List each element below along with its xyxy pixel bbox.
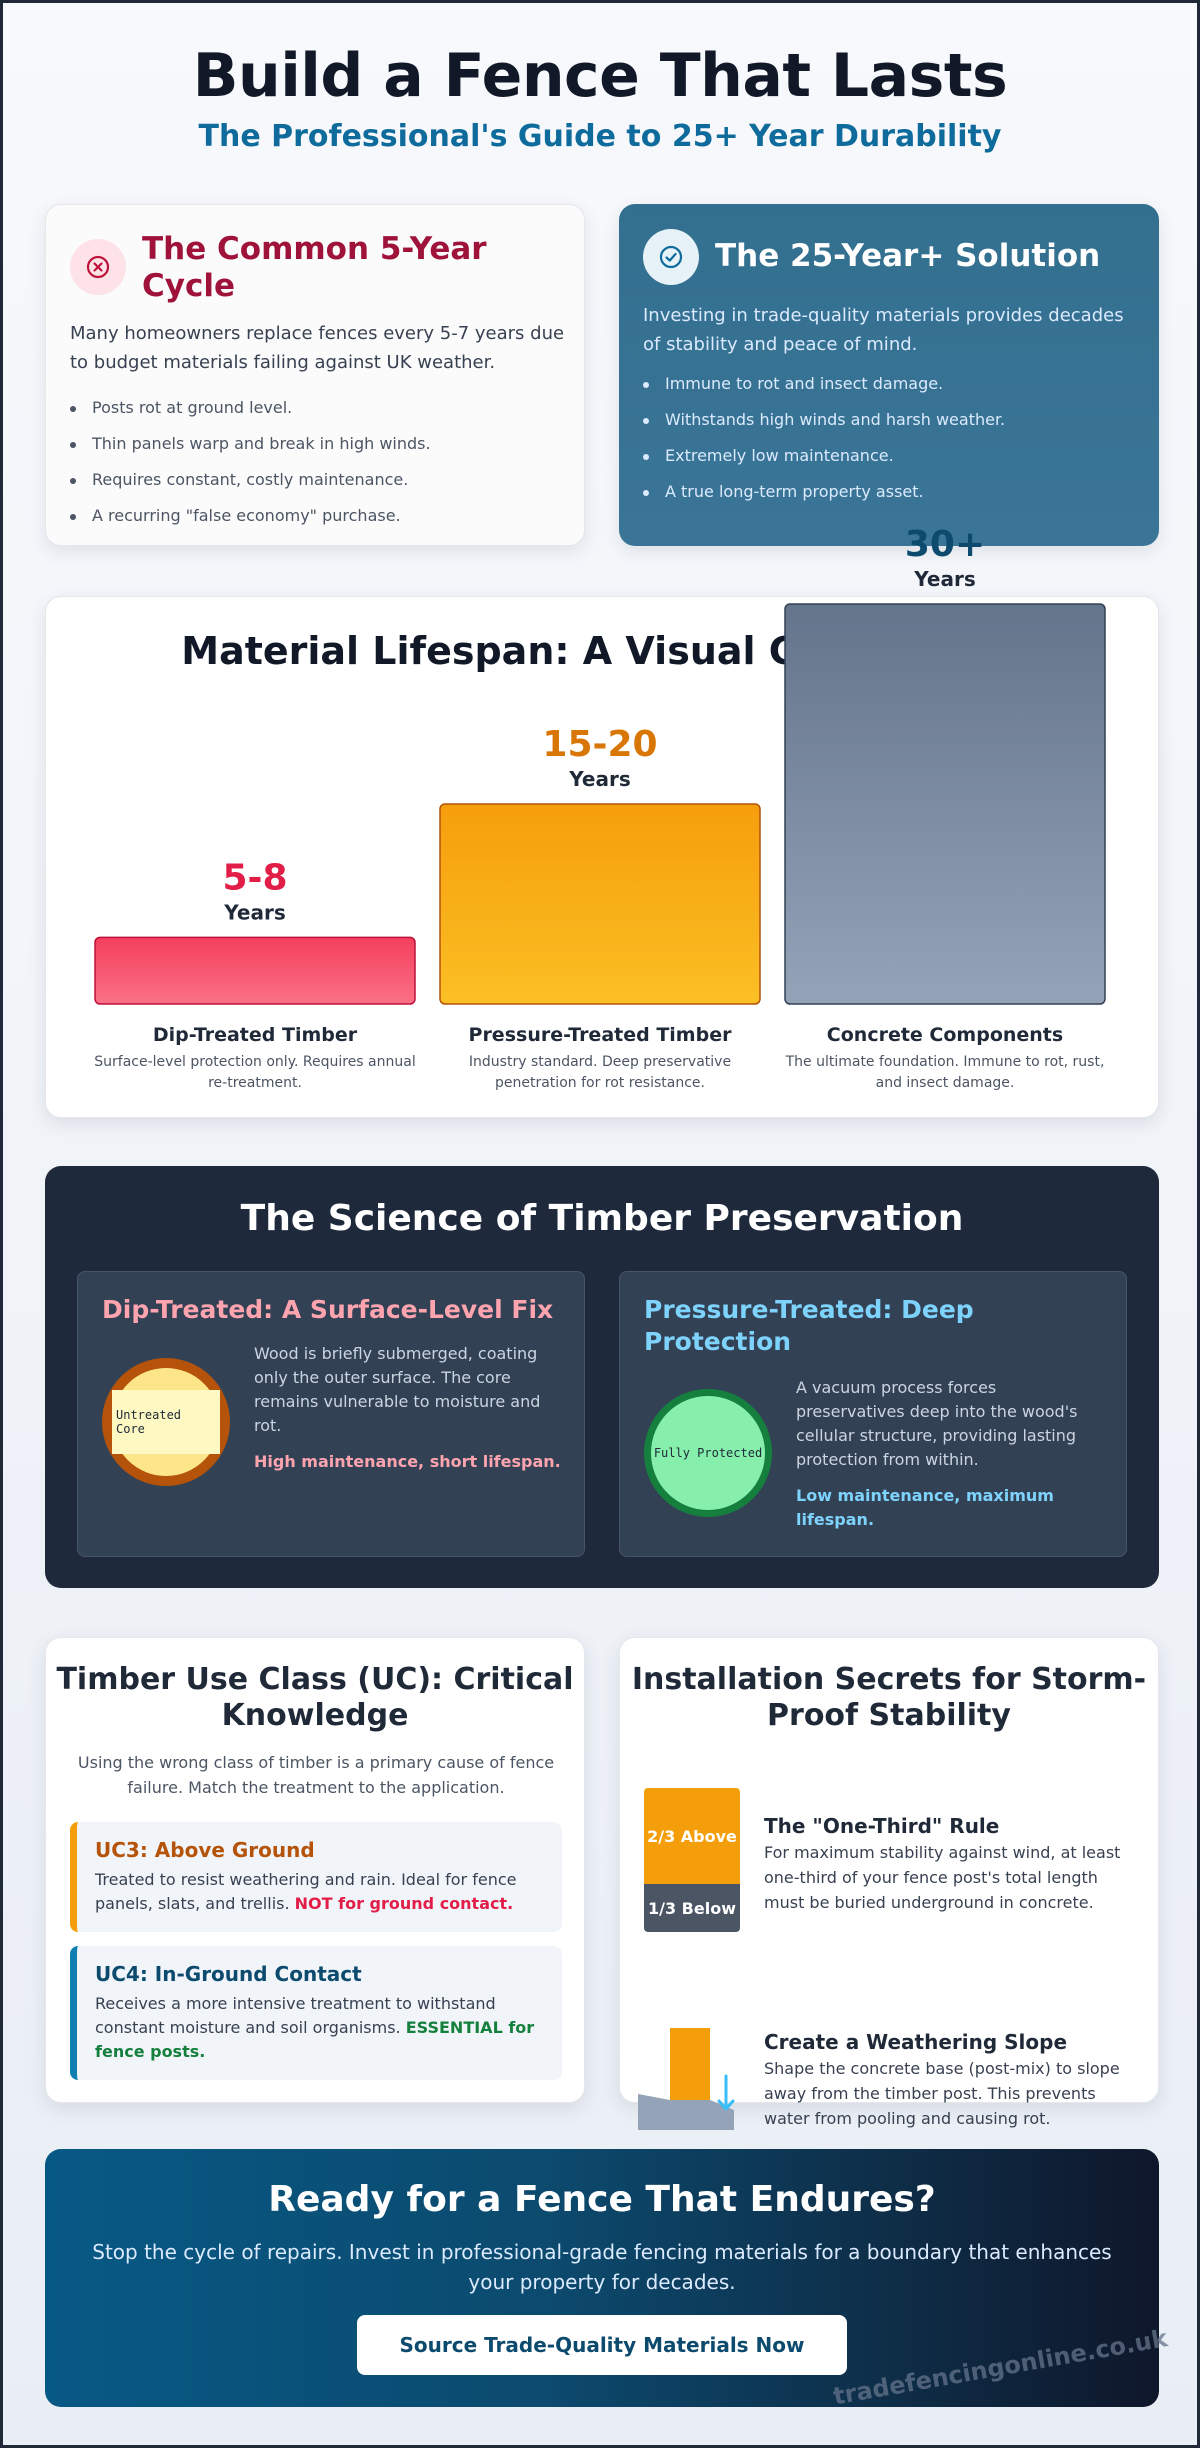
- cta-title: Ready for a Fence That Endures?: [268, 2179, 936, 2220]
- solution-card: The 25-Year+ Solution Investing in trade…: [619, 204, 1159, 546]
- chart-bar: [784, 603, 1106, 1005]
- list-item: Posts rot at ground level.: [70, 390, 570, 426]
- list-item: Thin panels warp and break in high winds…: [70, 426, 570, 462]
- x-circle-icon: [70, 239, 126, 295]
- category-description: Industry standard. Deep preservative pen…: [468, 1054, 732, 1091]
- solution-description: Investing in trade-quality materials pro…: [643, 305, 1124, 355]
- list-item: A recurring "false economy" purchase.: [70, 498, 570, 534]
- category-label: Dip-Treated Timber: [152, 1024, 358, 1046]
- use-class-card: Timber Use Class (UC): Critical Knowledg…: [45, 1637, 585, 2103]
- chart-bar: [439, 803, 761, 1005]
- problem-title: The Common 5-Year Cycle: [142, 231, 487, 304]
- below-ground-label: 1/3 Below: [644, 1884, 740, 1932]
- untreated-log-graphic: Untreated Core: [102, 1358, 230, 1486]
- bar-unit-label: Years: [568, 767, 630, 791]
- installation-title: Installation Secrets for Storm-Proof Sta…: [631, 1662, 1147, 1733]
- uc4-emphasis: ESSENTIAL for fence posts.: [95, 2018, 535, 2061]
- category-description: Surface-level protection only. Requires …: [94, 1054, 416, 1091]
- dip-treated-title: Dip-Treated: A Surface-Level Fix: [102, 1295, 554, 1324]
- installation-card: Installation Secrets for Storm-Proof Sta…: [619, 1637, 1159, 2130]
- uc4-title: UC4: In-Ground Contact: [95, 1962, 362, 1986]
- dip-treated-panel: Dip-Treated: A Surface-Level Fix Untreat…: [77, 1271, 585, 1557]
- untreated-core-label: Untreated Core: [112, 1390, 220, 1454]
- pressure-treated-panel: Pressure-Treated: Deep Protection Fully …: [619, 1271, 1127, 1557]
- list-item: A true long-term property asset.: [643, 474, 1143, 510]
- page-subtitle: The Professional's Guide to 25+ Year Dur…: [198, 119, 1002, 154]
- use-class-intro: Using the wrong class of timber is a pri…: [77, 1753, 555, 1797]
- page: Build a Fence That Lasts The Professiona…: [3, 3, 1197, 2445]
- bar-value-label: 30+: [905, 524, 985, 565]
- problem-list: Posts rot at ground level. Thin panels w…: [70, 390, 570, 534]
- page-title: Build a Fence That Lasts: [192, 41, 1008, 111]
- lifespan-chart-card: Material Lifespan: A Visual Comparison 5…: [45, 524, 1159, 1118]
- one-third-rule-text: For maximum stability against wind, at l…: [764, 1843, 1121, 1912]
- problem-card: The Common 5-Year Cycle Many homeowners …: [45, 204, 585, 546]
- list-item: Withstands high winds and harsh weather.: [643, 402, 1143, 438]
- uc3-text: Treated to resist weathering and rain. I…: [95, 1868, 550, 1916]
- category-description: The ultimate foundation. Immune to rot, …: [785, 1054, 1105, 1091]
- solution-title: The 25-Year+ Solution: [715, 238, 1101, 274]
- uc3-description: Treated to resist weathering and rain. I…: [95, 1870, 517, 1913]
- uc3-box: UC3: Above Ground Treated to resist weat…: [70, 1822, 562, 1932]
- bar-unit-label: Years: [223, 900, 285, 924]
- uc3-title: UC3: Above Ground: [95, 1838, 315, 1862]
- solution-list: Immune to rot and insect damage. Withsta…: [643, 366, 1143, 510]
- cta-banner: Ready for a Fence That Endures? Stop the…: [45, 2149, 1159, 2407]
- bar-value-label: 5-8: [222, 857, 287, 898]
- list-item: Immune to rot and insect damage.: [643, 366, 1143, 402]
- check-circle-icon: [643, 229, 699, 285]
- source-materials-button[interactable]: Source Trade-Quality Materials Now: [357, 2315, 847, 2375]
- uc4-box: UC4: In-Ground Contact Receives a more i…: [70, 1946, 562, 2080]
- arrow-down-icon: [717, 2074, 735, 2111]
- category-label: Concrete Components: [826, 1024, 1064, 1046]
- bar-unit-label: Years: [913, 567, 975, 591]
- category-label: Pressure-Treated Timber: [468, 1024, 732, 1046]
- pressure-treated-title: Pressure-Treated: Deep Protection: [644, 1295, 974, 1356]
- list-item: Requires constant, costly maintenance.: [70, 462, 570, 498]
- use-class-title: Timber Use Class (UC): Critical Knowledg…: [56, 1662, 574, 1733]
- pressure-treated-note: Low maintenance, maximum lifespan.: [796, 1486, 1054, 1529]
- uc3-warning: NOT for ground contact.: [294, 1894, 514, 1913]
- problem-description: Many homeowners replace fences every 5-7…: [70, 323, 565, 373]
- chart-bar: [94, 936, 416, 1005]
- uc4-description: Receives a more intensive treatment to w…: [95, 1994, 496, 2037]
- pressure-treated-text: A vacuum process forces preservatives de…: [796, 1378, 1078, 1469]
- uc4-text: Receives a more intensive treatment to w…: [95, 1992, 550, 2064]
- one-third-rule-title: The "One-Third" Rule: [764, 1814, 1000, 1838]
- fully-protected-label: Fully Protected: [653, 1446, 763, 1460]
- science-title: The Science of Timber Preservation: [240, 1198, 964, 1239]
- protected-log-graphic: Fully Protected: [644, 1389, 772, 1517]
- cta-text: Stop the cycle of repairs. Invest in pro…: [92, 2240, 1112, 2294]
- weathering-slope-text: Shape the concrete base (post-mix) to sl…: [764, 2059, 1120, 2128]
- bar-value-label: 15-20: [542, 724, 657, 765]
- weathering-slope-title: Create a Weathering Slope: [764, 2030, 1068, 2054]
- dip-treated-text: Wood is briefly submerged, coating only …: [254, 1344, 541, 1435]
- science-section: The Science of Timber Preservation Dip-T…: [45, 1166, 1159, 1588]
- dip-treated-note: High maintenance, short lifespan.: [254, 1452, 561, 1471]
- one-third-rule-graphic: 2/3 Above 1/3 Below: [644, 1788, 740, 1932]
- above-ground-label: 2/3 Above: [644, 1788, 740, 1884]
- weathering-slope-graphic: [638, 2028, 735, 2130]
- list-item: Extremely low maintenance.: [643, 438, 1143, 474]
